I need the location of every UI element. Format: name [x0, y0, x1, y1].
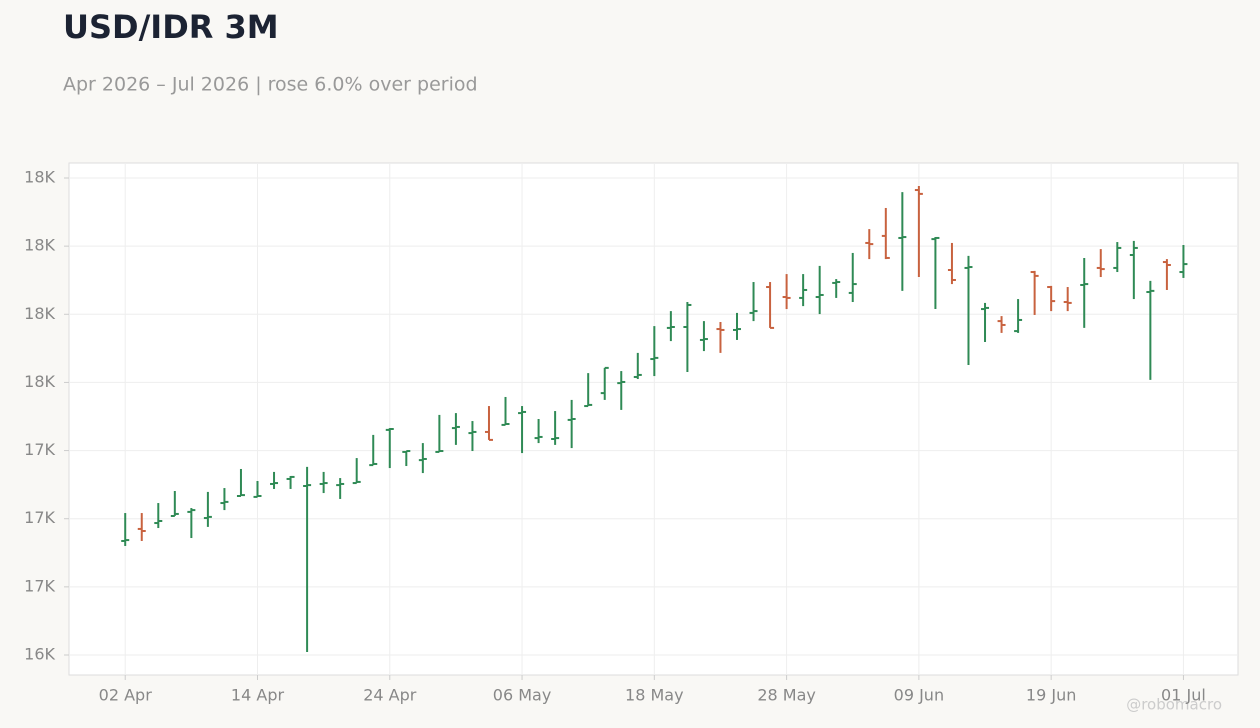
x-tick-label: 01 Jul [1161, 686, 1206, 705]
x-tick-label: 18 May [625, 686, 684, 705]
y-tick-label: 17K [24, 508, 55, 527]
y-tick-label: 18K [24, 372, 55, 391]
x-tick-label: 06 May [493, 686, 552, 705]
x-tick-label: 02 Apr [99, 686, 153, 705]
x-tick-label: 28 May [757, 686, 816, 705]
y-tick-label: 16K [24, 645, 55, 664]
y-tick-label: 17K [24, 576, 55, 595]
x-tick-label: 09 Jun [894, 686, 944, 705]
chart-title: USD/IDR 3M [63, 8, 279, 46]
y-tick-label: 18K [24, 167, 55, 186]
plot-area [68, 162, 1239, 676]
watermark: @robomacro [1126, 696, 1222, 714]
x-tick-label: 24 Apr [363, 686, 417, 705]
y-tick-label: 18K [24, 236, 55, 255]
y-tick-label: 17K [24, 440, 55, 459]
y-tick-label: 18K [24, 304, 55, 323]
chart-subtitle: Apr 2026 – Jul 2026 | rose 6.0% over per… [63, 74, 478, 96]
x-tick-label: 14 Apr [231, 686, 285, 705]
x-tick-label: 19 Jun [1026, 686, 1076, 705]
